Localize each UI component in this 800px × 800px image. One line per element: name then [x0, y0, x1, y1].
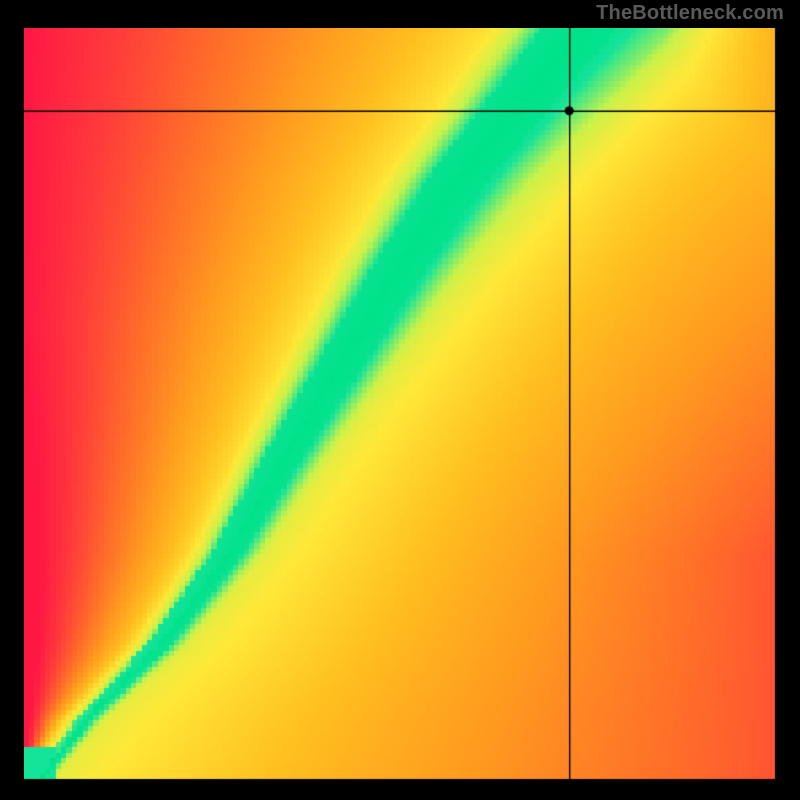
bottleneck-heatmap	[24, 28, 776, 780]
chart-container: TheBottleneck.com	[0, 0, 800, 800]
watermark-text: TheBottleneck.com	[596, 2, 784, 25]
